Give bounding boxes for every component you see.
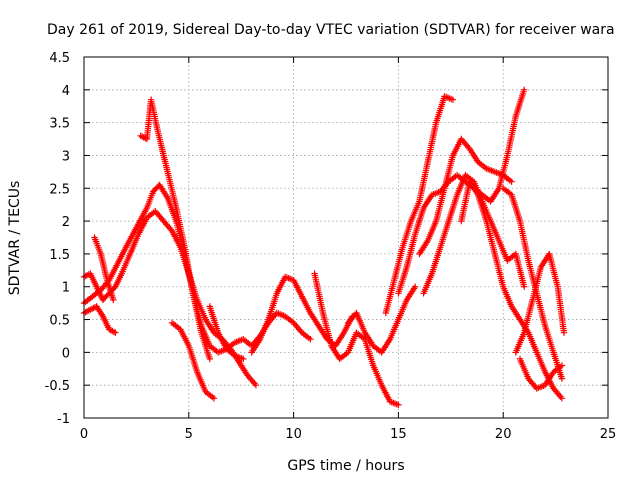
series-sat-k [382,93,457,317]
plot-frame [83,56,609,419]
y-axis-label: SDTVAR / TECUs [7,181,23,296]
series-markers [248,273,356,356]
series-markers [458,178,566,402]
series-markers [344,283,419,356]
series-sat-n [420,171,528,297]
series-markers [516,355,566,392]
grid [84,57,608,418]
series-sat-j [344,283,419,356]
series-layer [80,86,568,409]
x-tick-label: 25 [600,427,617,442]
series-markers [168,319,218,402]
x-tick-label: 0 [80,427,88,442]
series-markers [206,303,247,363]
series-markers [80,208,260,389]
y-tick-label: 0.5 [49,314,70,329]
series-sat-b [80,208,260,389]
y-tick-label: 1.5 [49,248,70,263]
chart-title: Day 261 of 2019, Sidereal Day-to-day VTE… [47,22,615,38]
y-tick-label: 0 [62,346,70,361]
y-tick-label: 1 [62,281,70,296]
y-tick-label: 3.5 [49,117,70,132]
ticks: 0 5 10 15 20 25 -1 -0.5 0 0.5 1 1.5 2 2.5 3 3.5 4 4.5 [45,51,617,442]
series-sat-q [512,250,568,356]
series-markers [512,250,568,356]
y-tick-label: 2 [62,215,70,230]
y-tick-label: 4.5 [49,51,70,66]
y-tick-label: -0.5 [45,379,70,394]
x-tick-label: 10 [285,427,302,442]
series-sat-d [91,234,117,304]
series-markers [311,270,402,409]
series-sat-g [206,303,247,363]
series-markers [416,135,515,258]
series-sat-h [248,273,356,356]
y-tick-label: 3 [62,149,70,164]
series-sat-o [458,178,566,402]
series-sat-m [416,135,515,258]
series-track [83,184,311,354]
series-track [460,180,563,399]
x-axis-label: GPS time / hours [287,458,404,474]
series-markers [91,234,117,304]
x-tick-label: 20 [495,427,512,442]
y-tick-label: 2.5 [49,182,70,197]
y-tick-label: -1 [57,412,70,427]
series-sat-r [516,355,566,392]
y-tick-label: 4 [62,84,70,99]
series-sat-i [311,270,402,409]
series-sat-f [168,319,218,402]
x-tick-label: 5 [185,427,193,442]
series-markers [382,93,457,317]
x-tick-label: 15 [390,427,407,442]
series-sat-e [137,96,213,363]
series-markers [137,96,213,363]
